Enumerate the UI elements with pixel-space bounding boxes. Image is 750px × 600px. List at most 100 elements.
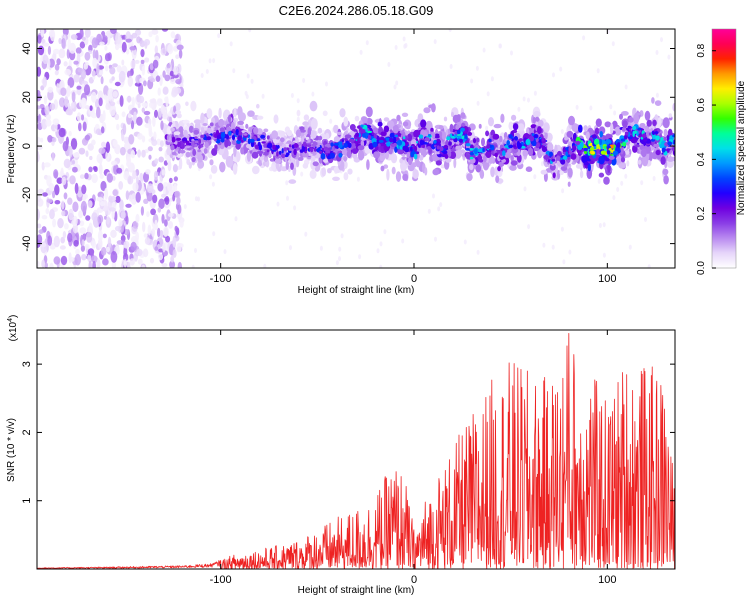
spectrogram-cell <box>600 145 603 151</box>
spectrogram-cell <box>634 112 642 116</box>
spectrogram-cell <box>209 174 213 180</box>
spectrogram-cell <box>154 158 159 165</box>
snr-y-multiplier-base: (x10 <box>8 321 19 341</box>
spectrogram-cell <box>98 147 106 154</box>
spectrogram-cell <box>92 260 96 268</box>
snr-x-tick-label: -100 <box>210 574 232 586</box>
spectrogram-cell <box>449 123 454 133</box>
spectrogram-cell <box>37 234 43 245</box>
spectrogram-cell <box>61 200 65 210</box>
spectrogram-cell <box>64 96 69 108</box>
spectrogram-cell <box>138 95 145 104</box>
spectrogram-cell <box>566 130 574 138</box>
spectrogram-cell <box>606 150 611 155</box>
spectrogram-cell <box>333 136 340 143</box>
spectrogram-cell <box>386 141 391 147</box>
spectrogram-cell <box>104 215 107 220</box>
spectrogram-cell <box>135 191 141 203</box>
spectrogram-cell <box>288 150 292 154</box>
spectrogram-cell <box>188 125 194 133</box>
spectrogram-cell <box>533 134 539 139</box>
spectrogram-cell <box>123 241 130 249</box>
spectrogram-cell <box>672 134 675 138</box>
spectrogram-cell <box>554 144 558 155</box>
spectrogram-cell <box>624 150 630 155</box>
spectrogram-cell <box>174 190 181 198</box>
spectrogram-cell <box>88 77 94 84</box>
spectrogram-cell <box>47 86 54 93</box>
spectrogram-cell <box>121 41 127 53</box>
spectrogram-cell <box>244 90 248 96</box>
spectrogram-cell <box>82 121 87 132</box>
colorbar-tick-label: 0.2 <box>696 206 707 220</box>
spectrogram-cell <box>286 195 289 201</box>
spectrogram-cell <box>427 208 431 214</box>
spectrogram-cell <box>652 119 657 127</box>
spectrogram-cell <box>115 43 120 51</box>
spectrogram-cell <box>91 212 98 222</box>
spectrogram-cell <box>349 124 356 131</box>
spectrogram-cell <box>185 151 191 158</box>
spectrogram-cell <box>120 211 126 219</box>
colorbar-tick-label: 0.0 <box>696 261 707 275</box>
spectrogram-cell <box>628 244 632 250</box>
spectrogram-cell <box>42 76 47 88</box>
spectrogram-cell <box>119 95 124 107</box>
spectrogram-y-tick-label: -20 <box>21 187 33 203</box>
spectrogram-cell <box>52 218 57 228</box>
spectrogram-cell <box>109 66 116 75</box>
spectrogram-cell <box>510 114 517 121</box>
spectrogram-cell <box>495 175 500 183</box>
spectrogram-cell <box>173 105 177 113</box>
spectrogram-cell <box>130 241 137 251</box>
spectrogram-cell <box>146 191 153 202</box>
spectrogram-cell <box>402 36 406 42</box>
spectrogram-cell <box>100 180 107 192</box>
spectrogram-cell <box>366 130 373 134</box>
spectrogram-cell <box>136 248 143 257</box>
spectrogram-y-ticks: -40 -20 0 20 40 <box>21 42 675 252</box>
spectrogram-cell <box>49 209 55 220</box>
spectrogram-cell <box>154 109 158 118</box>
spectrogram-cell <box>473 148 478 155</box>
spectrogram-cell <box>599 138 603 146</box>
spectrogram-cell <box>311 141 318 148</box>
spectrogram-cell <box>320 153 326 160</box>
spectrogram-cell <box>170 127 175 132</box>
spectrogram-cell <box>271 130 278 139</box>
spectrogram-cell <box>60 167 64 177</box>
spectrogram-cell <box>232 68 236 74</box>
spectrogram-cell <box>460 127 465 132</box>
spectrogram-cell <box>597 178 601 184</box>
spectrogram-cell <box>453 158 457 169</box>
spectrogram-cell <box>246 143 252 149</box>
spectrogram-cell <box>552 72 555 78</box>
spectrogram-cell <box>137 103 141 109</box>
spectrogram-cell <box>84 172 89 180</box>
spectrogram-cell <box>143 110 151 116</box>
spectrogram-cell <box>84 105 90 110</box>
spectrogram-cell <box>166 63 171 69</box>
spectrogram-cell <box>149 98 157 104</box>
spectrogram-cell <box>273 114 279 124</box>
spectrogram-cell <box>65 108 73 116</box>
spectrogram-cell <box>80 69 87 80</box>
spectrogram-cell <box>469 156 474 160</box>
spectrogram-cell <box>365 106 373 118</box>
spectrogram-cell <box>56 177 63 184</box>
spectrogram-cell <box>215 129 220 136</box>
spectrogram-cell <box>424 137 430 142</box>
spectrogram-cell <box>206 108 213 119</box>
spectrogram-cell <box>79 41 86 49</box>
spectrogram-cell <box>91 255 98 263</box>
spectrogram-cell <box>165 235 171 243</box>
spectrogram-cell <box>431 103 436 113</box>
spectrogram-cell <box>382 121 386 127</box>
spectrogram-cell <box>80 114 85 121</box>
spectrogram-cell <box>224 139 229 148</box>
spectrogram-cell <box>54 122 58 133</box>
spectrogram-cell <box>327 168 332 174</box>
spectrogram-cell <box>105 150 110 162</box>
spectrogram-cell <box>194 196 198 202</box>
spectrogram-x-ticks: -100 0 100 <box>210 29 617 285</box>
